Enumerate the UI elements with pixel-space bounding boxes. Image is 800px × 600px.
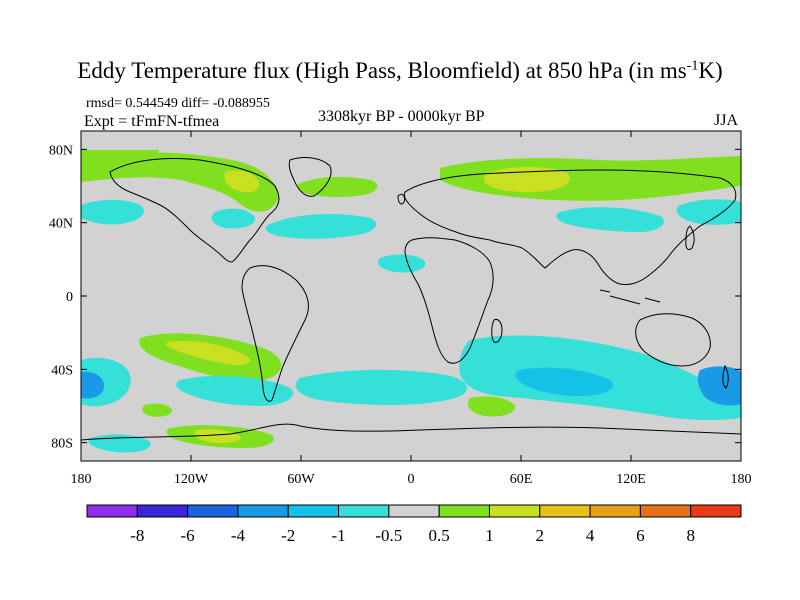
- x-tick-label: 0: [408, 472, 415, 487]
- colorbar-label: 8: [686, 526, 695, 545]
- contour-yellow-canada: [224, 170, 260, 193]
- colorbar-swatch: [438, 504, 490, 518]
- contour-cyan-north-atlantic: [265, 214, 377, 239]
- colorbar-label: -8: [130, 526, 144, 545]
- coast-africa: [404, 237, 494, 364]
- chart-title: Eddy Temperature flux (High Pass, Bloomf…: [0, 58, 800, 84]
- stats-text: rmsd= 0.544549 diff= -0.088955: [86, 96, 270, 111]
- contour-blue-south-pacific-far-west: [81, 371, 104, 399]
- title-text: Eddy Temperature flux (High Pass, Bloomf…: [77, 58, 687, 83]
- colorbar-swatch: [539, 504, 591, 518]
- contour-green-south-pacific-small: [142, 403, 172, 417]
- title-unit-exponent: -1: [686, 58, 699, 74]
- coast-madagascar: [491, 319, 503, 343]
- colorbar-swatch: [589, 504, 641, 518]
- colorbar-swatch: [237, 504, 289, 518]
- colorbar-swatch: [388, 504, 440, 518]
- contour-cyan-south-atlantic: [295, 369, 467, 405]
- y-tick-label: 80N: [49, 143, 73, 158]
- y-tick-label: 80S: [51, 437, 73, 452]
- contour-blue-southern-indian: [515, 367, 614, 396]
- contour-cyan-mid-atlantic: [377, 254, 426, 273]
- coast-indonesia: [599, 289, 661, 305]
- colorbar-swatch: [338, 504, 390, 518]
- x-tick-label: 180: [71, 472, 92, 487]
- colorbar-label: -6: [181, 526, 195, 545]
- colorbar-label: -0.5: [375, 526, 402, 545]
- colorbar-swatch: [136, 504, 189, 518]
- contour-cyan-kamchatka: [676, 199, 741, 225]
- contour-yellow-antarctic: [194, 429, 241, 444]
- contour-green-atlantic-north: [297, 176, 378, 197]
- contour-green-southern-ocean: [467, 396, 516, 417]
- colorbar-label: -2: [281, 526, 295, 545]
- coast-eurasia: [403, 169, 737, 285]
- x-tick-label: 120W: [174, 472, 209, 487]
- coast-antarctica: [81, 423, 741, 441]
- colorbar-swatch: [287, 504, 340, 518]
- x-axis: 180 120W 60W 0 60E 120E 180: [71, 131, 752, 487]
- coast-british-isles: [397, 193, 405, 205]
- period-label: 3308kyr BP - 0000kyr BP: [318, 108, 485, 125]
- map-plot-area: [81, 131, 741, 461]
- colorbar-swatch: [639, 504, 692, 518]
- x-tick-label: 60E: [510, 472, 533, 487]
- contour-green-pacific-north: [81, 150, 160, 172]
- contour-cyan-central-asia: [556, 207, 664, 232]
- x-tick-label: 120E: [616, 472, 646, 487]
- coast-japan: [685, 225, 695, 251]
- coast-north-america: [109, 158, 280, 263]
- experiment-label: Expt = tFmFN-tfmea: [84, 113, 220, 130]
- colorbar-label: 2: [536, 526, 545, 545]
- contour-cyan-south-pacific-east: [176, 375, 294, 406]
- colorbar-label: -1: [331, 526, 345, 545]
- season-label: JJA: [714, 112, 739, 129]
- flux-contours: [81, 150, 741, 453]
- y-axis: 80N 40N 0 40S 80S: [49, 143, 741, 452]
- coastlines: [81, 157, 741, 441]
- y-tick-label: 0: [66, 290, 73, 305]
- coast-new-zealand: [722, 364, 729, 389]
- y-tick-label: 40S: [51, 363, 73, 378]
- colorbar-label: 1: [485, 526, 494, 545]
- colorbar: -8 -6 -4 -2 -1 -0.5 0.5 1 2 4 6 8: [86, 504, 742, 545]
- title-unit-end: K): [698, 58, 723, 83]
- coast-greenland: [288, 157, 332, 197]
- colorbar-label: 4: [586, 526, 595, 545]
- x-tick-label: 180: [731, 472, 752, 487]
- contour-green-north-america: [81, 152, 279, 212]
- colorbar-label: 0.5: [429, 526, 450, 545]
- y-tick-label: 40N: [49, 217, 73, 232]
- contour-blue-south-pacific-west: [697, 366, 741, 406]
- colorbar-label: 6: [636, 526, 645, 545]
- colorbar-swatch: [187, 504, 239, 518]
- colorbar-swatch: [690, 504, 742, 518]
- colorbar-label: -4: [231, 526, 246, 545]
- x-tick-label: 60W: [287, 472, 315, 487]
- coast-australia: [635, 313, 711, 367]
- colorbar-swatch: [86, 504, 138, 518]
- contour-yellow-south-pacific: [165, 340, 251, 366]
- contour-cyan-north-pacific: [81, 199, 144, 225]
- colorbar-swatch: [488, 504, 541, 518]
- coast-south-america: [241, 265, 309, 402]
- contour-cyan-east-pacific: [211, 208, 256, 229]
